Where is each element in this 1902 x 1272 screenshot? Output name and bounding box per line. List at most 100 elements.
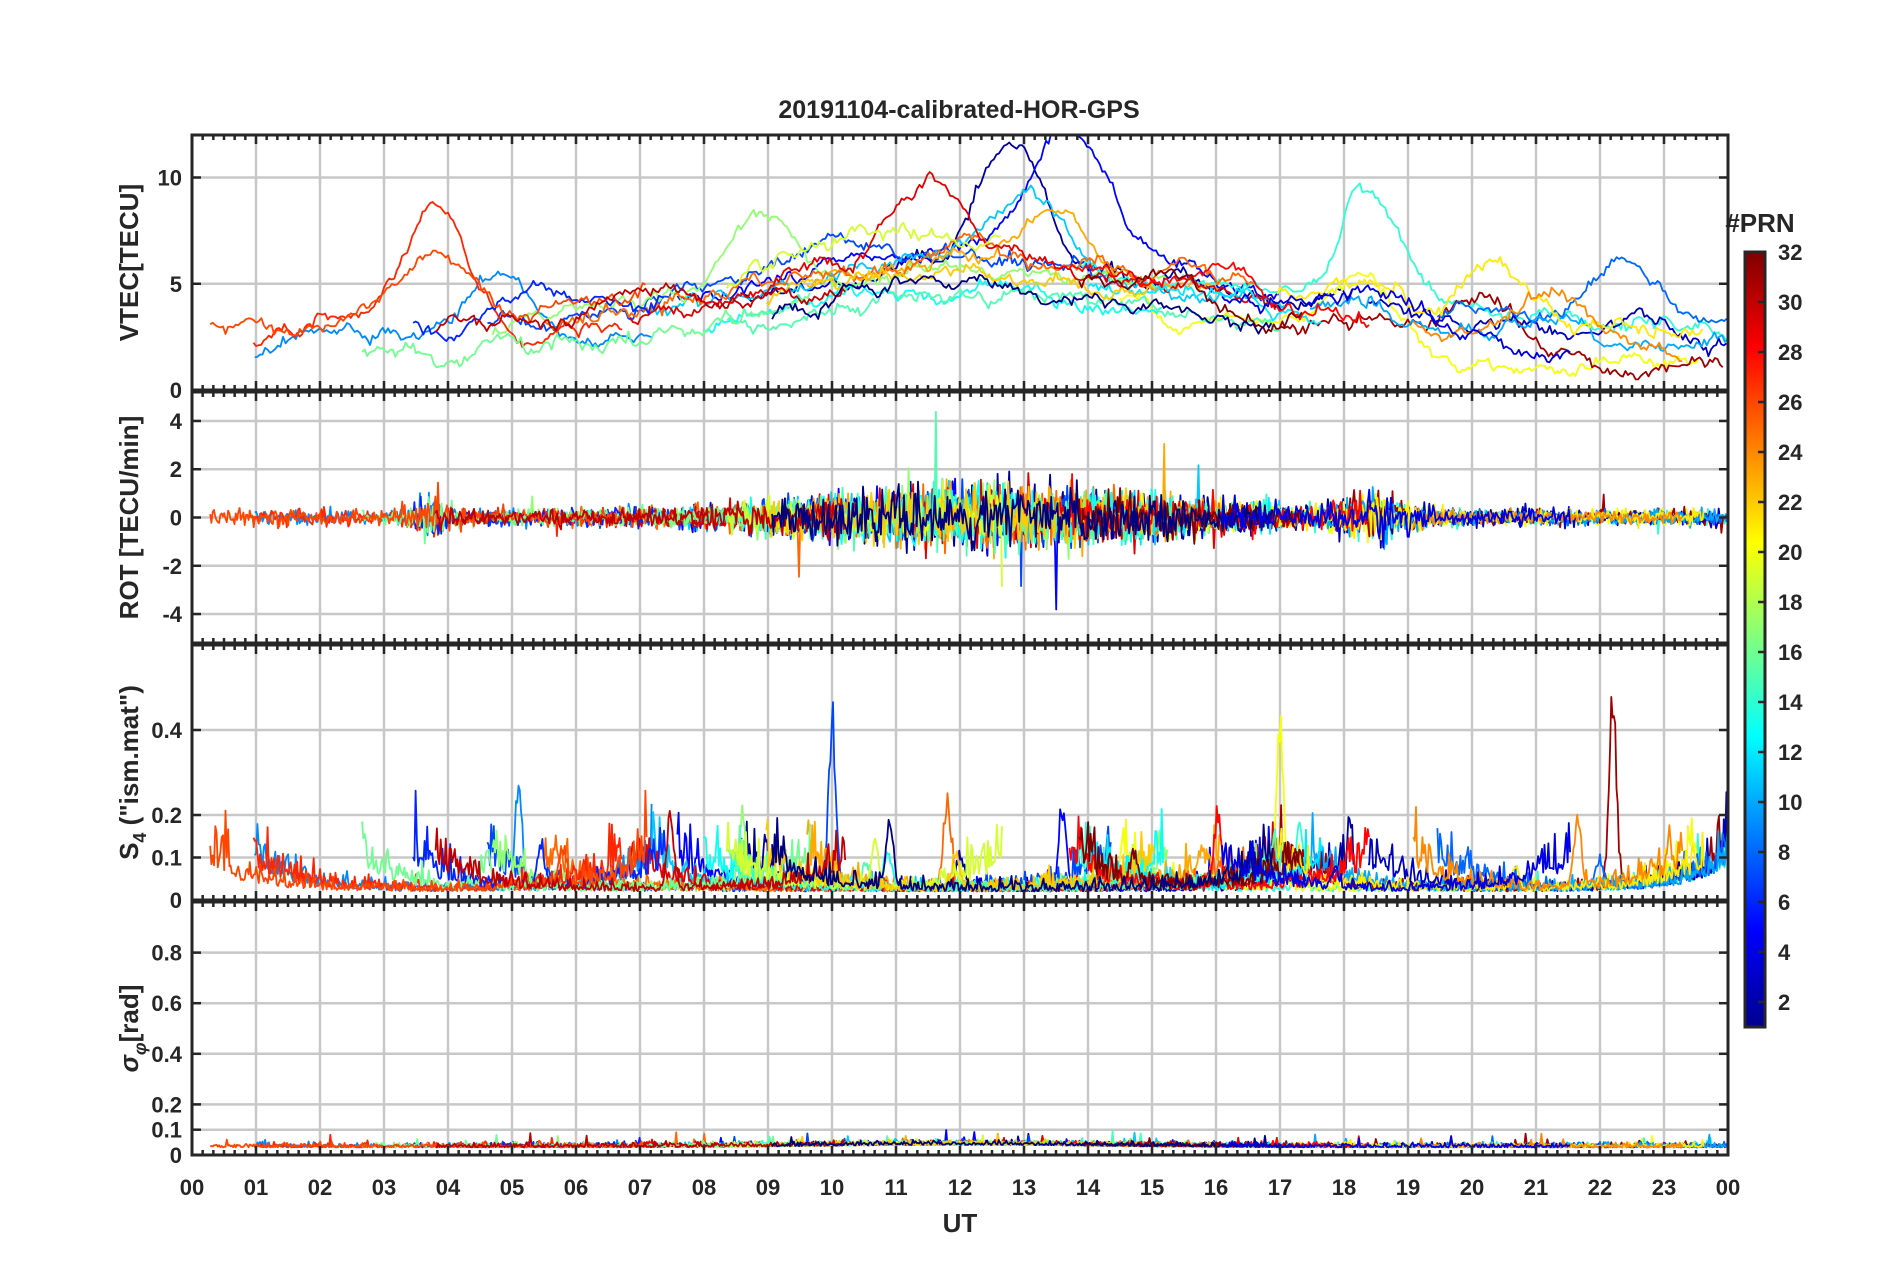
x-tick-label: 18 [1332, 1175, 1356, 1200]
series-line-prn-22 [765, 262, 1154, 306]
chart-title: 20191104-calibrated-HOR-GPS [778, 96, 1139, 124]
x-tick-label: 05 [500, 1175, 524, 1200]
x-tick-label: 21 [1524, 1175, 1548, 1200]
series-line-prn-24 [1412, 286, 1683, 363]
y-tick-label: 0.2 [151, 1092, 182, 1117]
x-tick-label: 17 [1268, 1175, 1292, 1200]
y-tick-label: 0.4 [151, 718, 182, 743]
series-line-prn-4 [1221, 488, 1571, 549]
y-tick-label: 0 [170, 1143, 182, 1168]
x-tick-label: 14 [1076, 1175, 1101, 1200]
y-tick-label: 0 [170, 378, 182, 403]
colorbar-tick-label: 32 [1778, 240, 1802, 265]
series-line-prn-30 [434, 498, 847, 541]
x-tick-label: 00 [180, 1175, 204, 1200]
y-tick-label: 0.2 [151, 803, 182, 828]
colorbar-tick-label: 12 [1778, 740, 1802, 765]
colorbar-tick-label: 18 [1778, 590, 1802, 615]
x-tick-label: 20 [1460, 1175, 1484, 1200]
panel-vtec: 0 5 10 VTEC[TECU] [114, 133, 1730, 403]
y-axis-label-rot: ROT [TECU/min] [114, 416, 144, 620]
x-tick-label: 08 [692, 1175, 716, 1200]
x-tick-label: 22 [1588, 1175, 1612, 1200]
y-tick-label: 10 [158, 166, 182, 191]
colorbar-tick-label: 10 [1778, 790, 1802, 815]
y-tick-label: 5 [170, 272, 182, 297]
colorbar-tick-label: 14 [1778, 690, 1803, 715]
series-line-prn-4 [1221, 284, 1571, 364]
colorbar-label: #PRN [1725, 208, 1794, 238]
x-tick-label: 09 [756, 1175, 780, 1200]
y-tick-label: 0.6 [151, 991, 182, 1016]
series-line-prn-4 [1222, 1135, 1571, 1149]
traces-sigma [209, 1129, 1728, 1149]
colorbar-tick-label: 6 [1778, 890, 1790, 915]
series-line-prn-10 [1309, 812, 1728, 893]
x-tick-label: 07 [628, 1175, 652, 1200]
series-line-prn-30 [434, 282, 846, 333]
x-tick-label: 23 [1652, 1175, 1676, 1200]
y-tick-label: 4 [170, 409, 183, 434]
colorbar-frame [1743, 250, 1767, 1029]
series-line-prn-1 [771, 817, 1274, 893]
y-tick-label: -2 [162, 554, 182, 579]
colorbar-tick-label: 22 [1778, 490, 1802, 515]
series-line-prn-4 [1221, 822, 1571, 892]
y-tick-label: 0 [170, 888, 182, 913]
y-tick-label: 0.1 [151, 846, 182, 871]
series-line-prn-32 [1078, 821, 1304, 891]
traces-rot [209, 410, 1728, 611]
y-tick-label: -4 [162, 602, 182, 627]
x-tick-label: 01 [244, 1175, 268, 1200]
x-tick-labels: 00 01 02 03 04 05 06 07 08 09 10 11 12 13 14 15 16 17 18 19… [180, 1175, 1740, 1200]
x-tick-label: 10 [820, 1175, 844, 1200]
series-line-prn-26 [209, 481, 647, 533]
colorbar-tick-label: 20 [1778, 540, 1802, 565]
y-tick-label: 0 [170, 506, 182, 531]
series-line-prn-2 [740, 141, 1354, 311]
colorbar-tick-label: 2 [1778, 990, 1790, 1015]
x-tick-label: 06 [564, 1175, 588, 1200]
x-tick-label: 00 [1716, 1175, 1740, 1200]
x-tick-label: 15 [1140, 1175, 1164, 1200]
traces-s4 [209, 696, 1728, 893]
series-line-prn-24 [1412, 507, 1683, 532]
series-line-prn-8 [1436, 256, 1728, 324]
panel-s4: 0 0.1 0.2 0.4S4 ("ism.mat") [114, 643, 1730, 913]
x-tick-label: 11 [884, 1175, 907, 1200]
traces-vtec [209, 135, 1728, 381]
y-tick-label: 0.1 [151, 1118, 182, 1143]
x-tick-label: 04 [436, 1175, 461, 1200]
x-tick-label: 03 [372, 1175, 396, 1200]
series-line-prn-1 [771, 1134, 1274, 1148]
series-line-prn-32 [1078, 268, 1303, 335]
colorbar-gradient [1745, 252, 1765, 1027]
series-line-prn-19 [726, 221, 1001, 289]
x-tick-label: 16 [1204, 1175, 1228, 1200]
series-line-prn-1 [771, 479, 1274, 552]
series-line-prn-16 [361, 292, 811, 369]
colorbar-tick-label: 30 [1778, 290, 1802, 315]
y-axis-label-sigma: σφ[rad] [114, 985, 150, 1073]
series-line-prn-1 [771, 273, 1273, 335]
series-line-prn-29 [629, 171, 1277, 326]
series-line-prn-26 [209, 789, 648, 893]
series-line-prn-28 [1068, 261, 1370, 329]
series-line-prn-30 [434, 810, 847, 892]
y-tick-label: 0.4 [151, 1042, 182, 1067]
series-line-prn-21 [1276, 256, 1704, 340]
x-tick-label: 02 [308, 1175, 332, 1200]
y-axis-label-vtec: VTEC[TECU] [114, 184, 144, 341]
y-axis-label-s4: S4 ("ism.mat") [114, 685, 150, 860]
y-tick-label: 0.8 [151, 941, 182, 966]
colorbar-tick-label: 26 [1778, 390, 1802, 415]
series-line-prn-6 [412, 279, 665, 343]
colorbar-tick-label: 8 [1778, 840, 1790, 865]
colorbar-tick-label: 24 [1778, 440, 1803, 465]
series-line-prn-27 [252, 201, 623, 349]
x-axis-label: UT [943, 1208, 978, 1238]
